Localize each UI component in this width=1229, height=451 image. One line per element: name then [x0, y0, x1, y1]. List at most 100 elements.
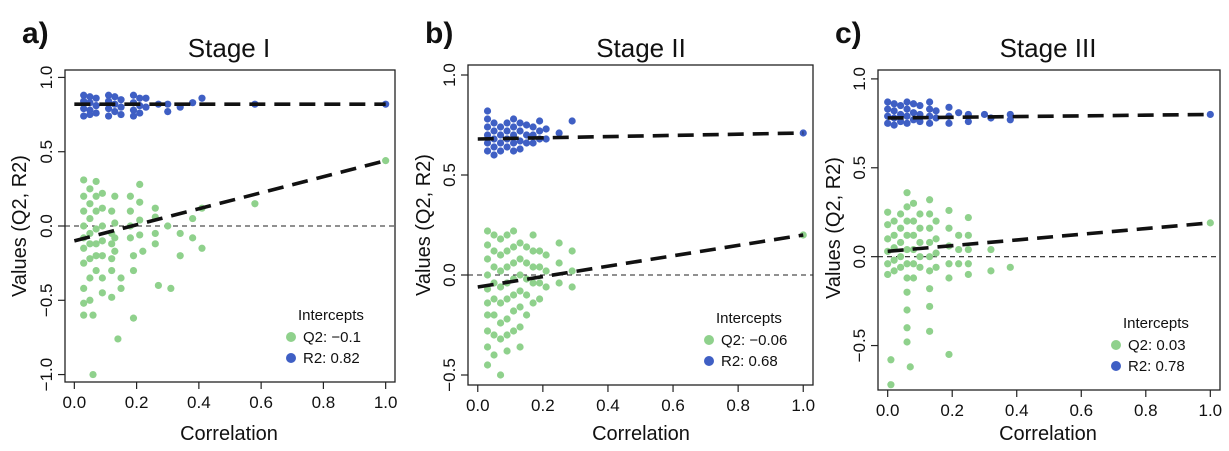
r2-point	[1006, 116, 1014, 124]
r2-point	[142, 103, 150, 111]
x-tick-label: 0.4	[596, 396, 620, 415]
r2-point	[522, 139, 531, 147]
q2-point	[955, 231, 963, 239]
r2-point	[916, 101, 924, 110]
q2-point	[903, 274, 911, 282]
q2-point	[490, 231, 498, 239]
q2-point	[903, 338, 911, 346]
r2-point	[896, 101, 905, 110]
q2-point	[542, 283, 550, 291]
x-tick-label: 1.0	[374, 393, 398, 412]
y-axis-label: Values (Q2, R2)	[823, 157, 845, 299]
q2-point	[89, 370, 97, 379]
q2-point	[903, 260, 911, 268]
x-tick-label: 1.0	[791, 396, 815, 415]
q2-point	[926, 224, 934, 232]
legend-entry: Q2: −0.1	[303, 329, 361, 346]
q2-point	[111, 234, 119, 242]
q2-point	[932, 217, 940, 225]
r2-point	[483, 147, 492, 155]
x-tick-label: 0.6	[249, 393, 273, 412]
r2-point	[964, 117, 972, 126]
q2-point	[516, 287, 524, 295]
q2-point	[382, 157, 390, 165]
q2-point	[926, 196, 934, 204]
q2-point	[490, 263, 498, 271]
q2-point	[516, 239, 524, 247]
q2-point	[496, 371, 505, 379]
q2-point	[496, 319, 505, 327]
q2-point	[903, 189, 911, 197]
x-tick-label: 0.0	[876, 401, 900, 420]
q2-point	[92, 240, 100, 248]
y-tick-label: 0.0	[37, 214, 56, 238]
x-tick-label: 0.6	[1069, 401, 1093, 420]
q2-point	[108, 240, 116, 248]
q2-point	[483, 361, 492, 369]
r2-point	[503, 119, 511, 127]
q2-point	[932, 263, 940, 271]
q2-point	[154, 281, 162, 290]
y-axis-label: Values (Q2, R2)	[413, 154, 435, 296]
r2-point	[104, 91, 113, 99]
panel-a: a) Stage I 0.0 0.2 0.4 0.6 0.8 1.0 −1.0 −0.5 0.0…	[0, 0, 405, 446]
panel-label: b)	[425, 17, 453, 50]
q2-point	[80, 176, 88, 184]
q2-point	[139, 247, 147, 255]
q2-point	[483, 271, 492, 279]
q2-point	[92, 207, 100, 215]
q2-point	[151, 240, 159, 248]
q2-point	[189, 234, 197, 242]
legend-entry: R2: 0.68	[721, 353, 778, 370]
x-tick-label: 0.2	[125, 393, 149, 412]
q2-point	[80, 244, 88, 252]
q2-point	[916, 238, 924, 247]
q2-point	[136, 198, 144, 206]
r2-point	[516, 145, 524, 153]
q2-point	[111, 247, 119, 255]
q2-point	[516, 323, 524, 331]
q2-point	[108, 255, 116, 263]
legend-marker	[286, 353, 296, 363]
q2-point	[151, 204, 159, 212]
q2-point	[86, 229, 94, 238]
y-tick-label: 0.5	[440, 163, 459, 187]
r2-point	[916, 117, 924, 126]
q2-point	[92, 192, 100, 200]
r2-point	[136, 94, 144, 102]
r2-point	[890, 100, 898, 108]
q2-point	[909, 231, 918, 239]
q2-point	[80, 284, 88, 292]
q2-point	[903, 288, 911, 296]
r2-point	[496, 123, 505, 131]
q2-point	[136, 231, 144, 239]
r2-point	[522, 121, 531, 129]
q2-point	[945, 350, 953, 359]
r2-point	[509, 139, 518, 147]
legend-entry: Q2: 0.03	[1128, 337, 1186, 354]
q2-point	[80, 311, 88, 319]
r2-point	[104, 105, 113, 113]
q2-point	[136, 216, 144, 224]
q2-point	[496, 235, 505, 243]
q2-point	[509, 327, 518, 335]
q2-point	[176, 229, 184, 238]
q2-point	[909, 274, 918, 282]
r2-point	[129, 91, 138, 99]
q2-point	[555, 239, 563, 247]
q2-point	[529, 279, 537, 287]
r2-point	[483, 131, 492, 139]
q2-point	[903, 231, 911, 239]
r2-point	[955, 109, 963, 117]
q2-point	[483, 255, 492, 263]
q2-point	[536, 279, 544, 287]
q2-point	[890, 217, 898, 225]
q2-point	[964, 245, 972, 254]
q2-point	[516, 303, 524, 311]
r2-point	[529, 139, 537, 147]
q2-point	[503, 247, 511, 255]
r2-point	[92, 94, 100, 102]
q2-point	[98, 222, 106, 230]
q2-point	[568, 267, 576, 275]
q2-point	[80, 259, 88, 267]
